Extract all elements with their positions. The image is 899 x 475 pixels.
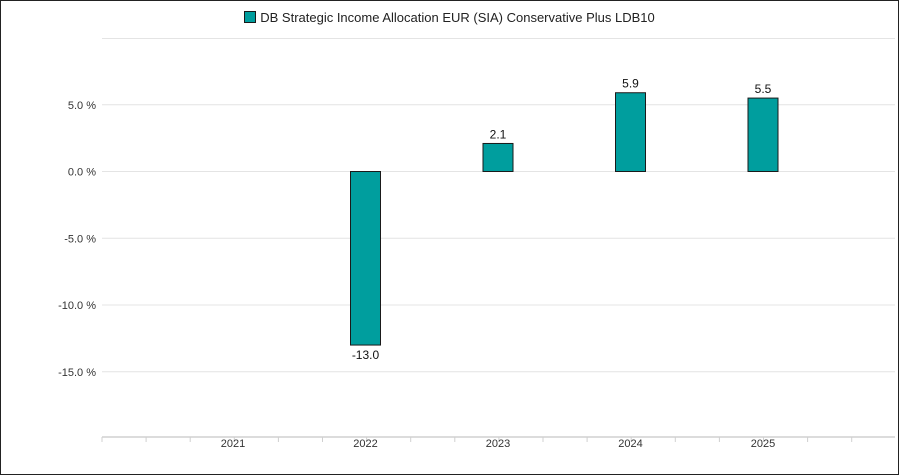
chart-legend: DB Strategic Income Allocation EUR (SIA)… bbox=[0, 10, 899, 25]
data-label-2023: 2.1 bbox=[490, 127, 507, 141]
x-tick-label: 2022 bbox=[353, 438, 377, 450]
data-label-2025: 5.5 bbox=[755, 82, 772, 96]
x-tick-label: 2025 bbox=[751, 438, 775, 450]
x-axis bbox=[101, 436, 895, 442]
y-tick-label: -15.0 % bbox=[58, 367, 96, 379]
y-axis: 5.0 % 0.0 % -5.0 % -10.0 % -15.0 % bbox=[58, 100, 96, 379]
x-tick-label: 2023 bbox=[486, 438, 510, 450]
bar-2025 bbox=[747, 97, 779, 172]
legend-swatch bbox=[244, 11, 257, 23]
bar-2022 bbox=[350, 171, 381, 346]
y-tick-label: 0.0 % bbox=[68, 167, 96, 179]
y-tick-label: -10.0 % bbox=[58, 300, 96, 312]
y-tick-label: 5.0 % bbox=[68, 100, 96, 112]
bars bbox=[350, 92, 779, 346]
data-labels: -13.0 2.1 5.9 5.5 bbox=[352, 77, 772, 362]
data-label-2024: 5.9 bbox=[622, 77, 639, 91]
x-tick-label: 2024 bbox=[618, 438, 642, 450]
data-label-2022: -13.0 bbox=[352, 348, 380, 362]
grid-lines bbox=[102, 38, 895, 373]
bar-2023 bbox=[482, 142, 514, 172]
x-tick-labels: 2021 2022 2023 2024 2025 bbox=[221, 438, 775, 450]
bar-2024 bbox=[615, 92, 646, 172]
x-tick-label: 2021 bbox=[221, 438, 245, 450]
y-tick-label: -5.0 % bbox=[64, 233, 96, 245]
legend-label: DB Strategic Income Allocation EUR (SIA)… bbox=[260, 10, 655, 25]
